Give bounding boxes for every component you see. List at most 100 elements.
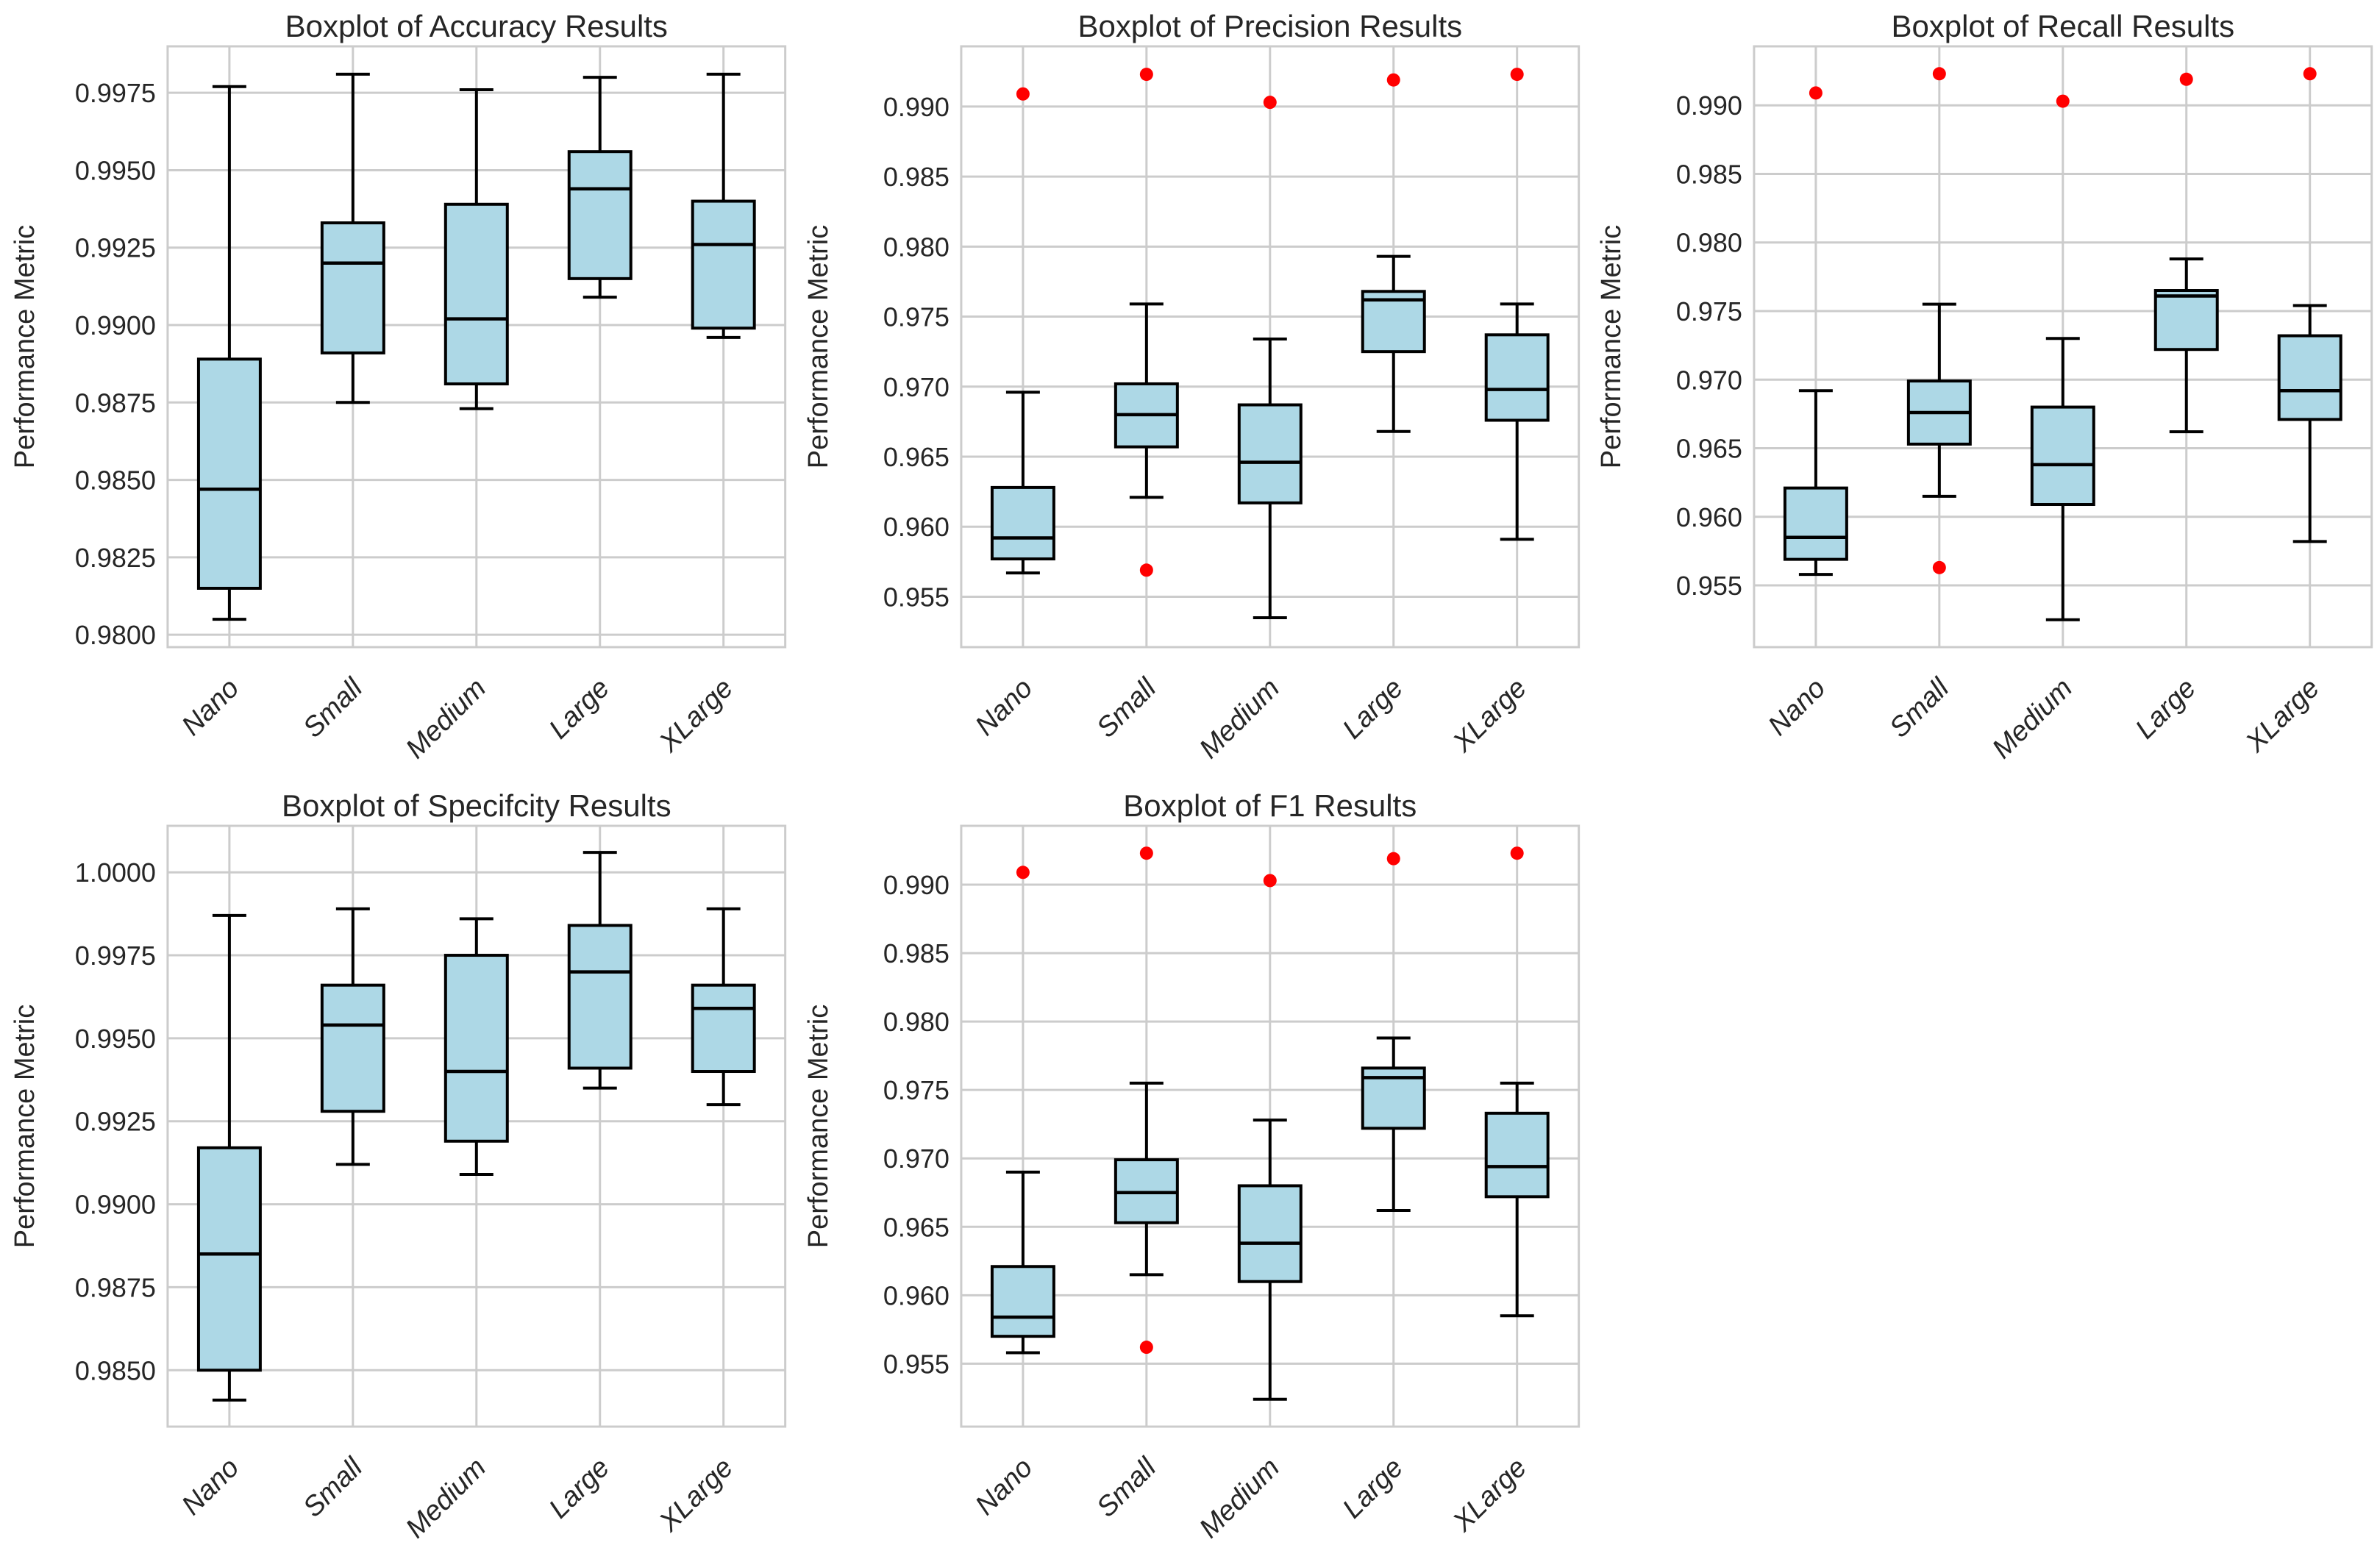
- y-tick-label: 0.970: [883, 1144, 949, 1174]
- y-tick-label: 0.9950: [75, 155, 156, 185]
- x-tick-label: Nano: [176, 673, 245, 742]
- iqr-box: [1784, 486, 1849, 561]
- y-tick-label: 0.9925: [75, 1107, 156, 1137]
- outlier-dot: [1139, 846, 1153, 860]
- outlier-dot: [1933, 67, 1947, 81]
- y-tick-label: 0.9875: [75, 388, 156, 418]
- y-tick-label: 0.975: [883, 1075, 949, 1105]
- axes-frame: [166, 45, 787, 649]
- outlier-dot: [2056, 94, 2070, 108]
- iqr-box: [196, 357, 262, 590]
- chart-title: Boxplot of Specifcity Results: [282, 788, 671, 823]
- y-tick-label: 0.9825: [75, 543, 156, 573]
- y-tick-label: 0.990: [883, 870, 949, 900]
- x-tick-label: Nano: [969, 673, 1038, 742]
- x-tick-label: Large: [1336, 673, 1408, 745]
- y-tick-label: 0.980: [883, 1007, 949, 1037]
- x-tick-label: Small: [1091, 672, 1163, 744]
- x-tick-label: Medium: [400, 673, 492, 765]
- x-tick-label: Large: [2130, 673, 2202, 745]
- y-tick-label: 0.985: [1676, 159, 1742, 189]
- y-axis-label: Performance Metric: [1596, 225, 1627, 468]
- subplot-f1: 0.955 0.960 0.965 0.970 0.975 0.980 0.985 0.990…: [794, 780, 1587, 1559]
- axes-frame: [166, 824, 787, 1428]
- y-tick-label: 0.970: [883, 372, 949, 402]
- subplot-specificity: 0.9850 0.9875 0.9900 0.9925 0.9950 0.9975 1.00…: [0, 780, 794, 1559]
- outlier-dot: [1809, 86, 1823, 100]
- y-tick-label: 0.965: [883, 442, 949, 472]
- y-tick-label: 0.965: [1676, 434, 1742, 464]
- x-tick-label: XLarge: [653, 673, 739, 759]
- outlier-dot: [2180, 72, 2194, 86]
- x-tick-label: Medium: [1194, 1452, 1286, 1544]
- outlier-dot: [2304, 67, 2317, 81]
- subplot-precision: 0.955 0.960 0.965 0.970 0.975 0.980 0.985 0.990…: [794, 0, 1587, 780]
- x-tick-label: Nano: [176, 1452, 245, 1521]
- iqr-box: [567, 924, 633, 1070]
- y-tick-label: 0.970: [1676, 365, 1742, 395]
- y-tick-label: 0.980: [1676, 228, 1742, 258]
- y-tick-label: 0.960: [883, 1280, 949, 1310]
- iqr-box: [990, 485, 1055, 561]
- iqr-box: [320, 983, 385, 1113]
- outlier-dot: [1139, 563, 1153, 577]
- chart-canvas: 0.9850 0.9875 0.9900 0.9925 0.9950 0.9975 1.00…: [10, 788, 787, 1544]
- x-tick-label: Medium: [1194, 673, 1286, 765]
- y-tick-label: 0.9950: [75, 1024, 156, 1054]
- x-tick-label: Large: [544, 673, 616, 745]
- y-tick-label: 0.990: [883, 92, 949, 122]
- x-tick-label: XLarge: [1447, 1452, 1533, 1538]
- y-tick-label: 0.975: [883, 302, 949, 332]
- y-tick-label: 0.9850: [75, 1355, 156, 1385]
- outlier-dot: [1510, 846, 1524, 860]
- y-axis-label: Performance Metric: [10, 1005, 40, 1248]
- outlier-dot: [1263, 96, 1277, 110]
- x-tick-label: XLarge: [2240, 673, 2326, 759]
- chart-title: Boxplot of Recall Results: [1892, 9, 2235, 43]
- iqr-box: [990, 1265, 1055, 1338]
- y-tick-label: 0.9800: [75, 620, 156, 650]
- iqr-box: [2031, 405, 2096, 507]
- outlier-dot: [1263, 874, 1277, 888]
- iqr-box: [691, 199, 756, 330]
- outlier-dot: [1016, 87, 1030, 101]
- outlier-dot: [1386, 73, 1400, 87]
- iqr-box: [2154, 289, 2220, 352]
- y-tick-label: 1.0000: [75, 857, 156, 888]
- iqr-box: [567, 150, 633, 280]
- x-tick-label: Small: [1091, 1452, 1163, 1524]
- x-tick-label: Large: [1336, 1452, 1408, 1524]
- x-tick-label: Nano: [1763, 673, 1832, 742]
- x-tick-label: Nano: [969, 1452, 1038, 1521]
- y-tick-label: 0.9900: [75, 1190, 156, 1220]
- y-tick-label: 0.960: [1676, 502, 1742, 532]
- outlier-dot: [1510, 68, 1524, 82]
- y-tick-label: 0.9900: [75, 310, 156, 340]
- y-tick-label: 0.955: [1676, 571, 1742, 601]
- y-tick-label: 0.9975: [75, 78, 156, 108]
- subplot-recall: 0.955 0.960 0.965 0.970 0.975 0.980 0.985 0.990…: [1586, 0, 2380, 780]
- chart-canvas: 0.955 0.960 0.965 0.970 0.975 0.980 0.985 0.990…: [803, 788, 1580, 1544]
- y-tick-label: 0.985: [883, 162, 949, 192]
- chart-title: Boxplot of Accuracy Results: [285, 9, 668, 43]
- y-tick-label: 0.9875: [75, 1272, 156, 1302]
- y-tick-label: 0.9925: [75, 233, 156, 263]
- iqr-box: [1237, 403, 1303, 504]
- x-tick-label: Medium: [400, 1452, 492, 1544]
- iqr-box: [196, 1146, 262, 1372]
- y-tick-label: 0.955: [883, 582, 949, 612]
- x-tick-label: Medium: [1987, 673, 2078, 765]
- iqr-box: [691, 983, 756, 1074]
- axes-frame: [1753, 45, 2373, 649]
- chart-canvas: 0.955 0.960 0.965 0.970 0.975 0.980 0.985 0.990…: [803, 9, 1580, 765]
- y-tick-label: 0.9850: [75, 465, 156, 496]
- y-tick-label: 0.980: [883, 232, 949, 262]
- chart-title: Boxplot of F1 Results: [1123, 788, 1417, 823]
- iqr-box: [320, 221, 385, 354]
- x-tick-label: Large: [544, 1452, 616, 1524]
- outlier-dot: [1139, 1341, 1153, 1355]
- outlier-dot: [1139, 68, 1153, 82]
- outlier-dot: [1016, 866, 1030, 880]
- x-tick-label: XLarge: [1447, 673, 1533, 759]
